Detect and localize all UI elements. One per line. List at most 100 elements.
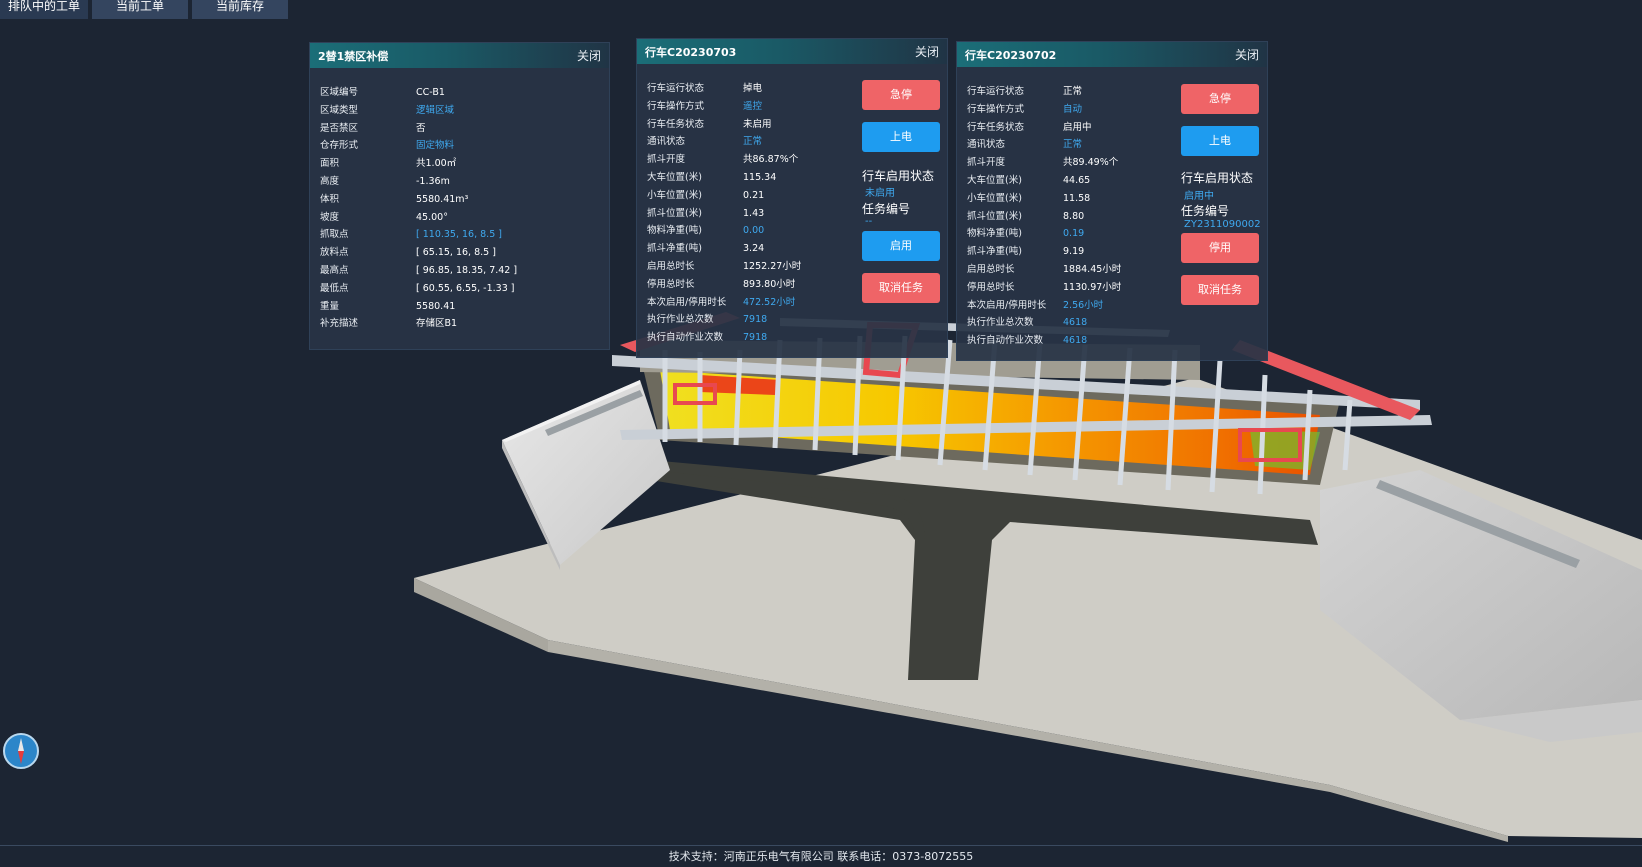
crane-a-power-on-button[interactable]: 上电 bbox=[862, 122, 940, 152]
info-row-label: 执行作业总次数 bbox=[967, 317, 1034, 329]
crane-b-panel: 行车C20230702 关闭 行车运行状态 正常 行车操作方式 自动 行车任务状态 启用中… bbox=[956, 41, 1268, 361]
info-row-value: 自动 bbox=[1063, 103, 1083, 115]
crane-a-enable-button[interactable]: 启用 bbox=[862, 231, 940, 261]
info-row-label: 重量 bbox=[320, 300, 340, 312]
crane-a-estop-button[interactable]: 急停 bbox=[862, 80, 940, 110]
compass-icon[interactable] bbox=[3, 733, 39, 769]
left-wall-block bbox=[502, 380, 670, 565]
info-row-value: 未启用 bbox=[743, 118, 772, 130]
info-row-value: 逻辑区域 bbox=[416, 104, 455, 116]
crane-a-cancel-task-button[interactable]: 取消任务 bbox=[862, 273, 940, 303]
info-row-label: 行车操作方式 bbox=[967, 103, 1025, 115]
zone-panel-close-button[interactable]: 关闭 bbox=[576, 49, 601, 63]
info-row-label: 最高点 bbox=[320, 265, 349, 276]
crane-b-task-value: ZY2311090002 bbox=[1184, 219, 1261, 230]
info-row-value: 存储区B1 bbox=[416, 318, 458, 330]
crane-b-estop-button[interactable]: 急停 bbox=[1181, 84, 1259, 114]
crane-a-panel: 行车C20230703 关闭 行车运行状态 掉电 行车操作方式 遥控 行车任务状态 未启用… bbox=[636, 38, 948, 358]
info-row-label: 补充描述 bbox=[320, 318, 359, 330]
info-row-label: 高度 bbox=[320, 176, 340, 187]
info-row-label: 放料点 bbox=[320, 247, 349, 259]
info-row-label: 行车运行状态 bbox=[967, 86, 1025, 97]
info-row-label: 物料净重(吨) bbox=[647, 225, 702, 237]
info-row-value: [ 96.85, 18.35, 7.42 ] bbox=[416, 265, 518, 276]
info-row-value: 2.56小时 bbox=[1063, 299, 1104, 311]
info-row-value: 0.19 bbox=[1063, 228, 1085, 240]
warehouse-3d-scene[interactable] bbox=[0, 0, 1642, 843]
info-row-label: 物料净重(吨) bbox=[967, 228, 1022, 240]
info-row-value: 共1.00㎡ bbox=[416, 158, 457, 170]
info-row-label: 大车位置(米) bbox=[967, 175, 1022, 186]
crane-a-status-label: 行车启用状态 bbox=[862, 169, 935, 183]
tab-queued-orders[interactable]: 排队中的工单 bbox=[0, 0, 88, 19]
crane-a-task-value: -- bbox=[865, 216, 873, 227]
info-row-value: 掉电 bbox=[743, 83, 763, 94]
info-row-label: 抓斗位置(米) bbox=[647, 207, 702, 219]
info-row-label: 本次启用/停用时长 bbox=[647, 296, 727, 308]
info-row-value: 0.21 bbox=[743, 189, 765, 201]
info-row-label: 面积 bbox=[320, 158, 340, 170]
info-row-label: 启用总时长 bbox=[967, 264, 1015, 275]
crane-beam-right bbox=[1232, 340, 1420, 420]
info-row-label: 行车操作方式 bbox=[647, 100, 705, 112]
info-row-value: 1.43 bbox=[743, 207, 765, 219]
crane-b-disable-button[interactable]: 停用 bbox=[1181, 233, 1259, 263]
info-row-value: 44.65 bbox=[1063, 175, 1091, 186]
info-row-value: 472.52小时 bbox=[743, 296, 796, 308]
crane-b-close-button[interactable]: 关闭 bbox=[1234, 48, 1259, 62]
info-row-label: 最低点 bbox=[320, 282, 349, 294]
info-row-value: 3.24 bbox=[743, 243, 765, 255]
info-row-value: 9.19 bbox=[1063, 246, 1085, 258]
info-row-label: 体积 bbox=[320, 193, 340, 205]
info-row-value: 共86.87%个 bbox=[743, 154, 799, 166]
zone-panel-header: 2替1禁区补偿 关闭 bbox=[310, 43, 609, 68]
info-row-label: 停用总时长 bbox=[967, 281, 1015, 293]
info-row-value: 11.58 bbox=[1063, 192, 1091, 204]
info-row-value: 共89.49%个 bbox=[1063, 157, 1119, 169]
info-row-value: 5580.41m³ bbox=[416, 193, 469, 205]
crane-b-cancel-task-button[interactable]: 取消任务 bbox=[1181, 275, 1259, 305]
crane-b-title: 行车C20230702 bbox=[965, 48, 1057, 62]
info-row-label: 抓斗位置(米) bbox=[967, 210, 1022, 222]
crane-b-header: 行车C20230702 关闭 bbox=[957, 42, 1267, 67]
zone-info-panel: 2替1禁区补偿 关闭 区域编号 CC-B1 区域类型 逻辑区域 是否禁区 否仓存形式 固定物… bbox=[309, 42, 610, 350]
crane-b-power-on-button[interactable]: 上电 bbox=[1181, 126, 1259, 156]
info-row-label: 抓斗开度 bbox=[647, 154, 686, 166]
info-row-value: [ 65.15, 16, 8.5 ] bbox=[416, 247, 496, 259]
tab-current-inventory[interactable]: 当前库存 bbox=[192, 0, 288, 19]
crane-a-status-value: 未启用 bbox=[865, 188, 895, 199]
zone-panel-title: 2替1禁区补偿 bbox=[318, 49, 389, 63]
info-row-label: 通讯状态 bbox=[647, 136, 686, 148]
info-row-value: 45.00° bbox=[416, 211, 448, 223]
top-tab-bar: 排队中的工单 当前工单 当前库存 bbox=[0, 0, 292, 19]
info-row-value: 0.00 bbox=[743, 225, 765, 237]
info-row-label: 本次启用/停用时长 bbox=[967, 299, 1047, 311]
info-row-label: 是否禁区 bbox=[320, 122, 359, 134]
info-row-label: 坡度 bbox=[320, 211, 340, 223]
info-row-value: 7918 bbox=[743, 314, 768, 326]
info-row-label: 停用总时长 bbox=[647, 278, 695, 290]
info-row-value: 4618 bbox=[1063, 317, 1088, 329]
info-row-label: 小车位置(米) bbox=[967, 192, 1022, 204]
info-row-value: 893.80小时 bbox=[743, 278, 796, 290]
crane-b-status-label: 行车启用状态 bbox=[1181, 171, 1254, 185]
tab-current-order[interactable]: 当前工单 bbox=[92, 0, 188, 19]
info-row-label: 启用总时长 bbox=[647, 261, 695, 272]
info-row-label: 通讯状态 bbox=[967, 139, 1006, 151]
gantry-front-rail bbox=[620, 415, 1432, 440]
info-row-value: 正常 bbox=[1063, 86, 1083, 97]
info-row-label: 抓斗开度 bbox=[967, 157, 1006, 169]
info-row-value: [ 110.35, 16, 8.5 ] bbox=[416, 229, 502, 241]
info-row-label: 抓取点 bbox=[320, 229, 349, 241]
info-row-value: 1130.97小时 bbox=[1063, 281, 1122, 293]
info-row-value: 4618 bbox=[1063, 335, 1088, 347]
info-row-label: 行车任务状态 bbox=[967, 121, 1025, 133]
crane-b-task-label: 任务编号 bbox=[1181, 204, 1230, 218]
info-row-label: 行车运行状态 bbox=[647, 83, 705, 94]
info-row-value: -1.36m bbox=[416, 176, 450, 187]
info-row-value: 固定物料 bbox=[416, 140, 455, 152]
info-row-label: 执行作业总次数 bbox=[647, 314, 714, 326]
info-row-label: 执行自动作业次数 bbox=[647, 332, 724, 344]
crane-a-close-button[interactable]: 关闭 bbox=[914, 45, 939, 59]
info-row-label: 大车位置(米) bbox=[647, 172, 702, 183]
